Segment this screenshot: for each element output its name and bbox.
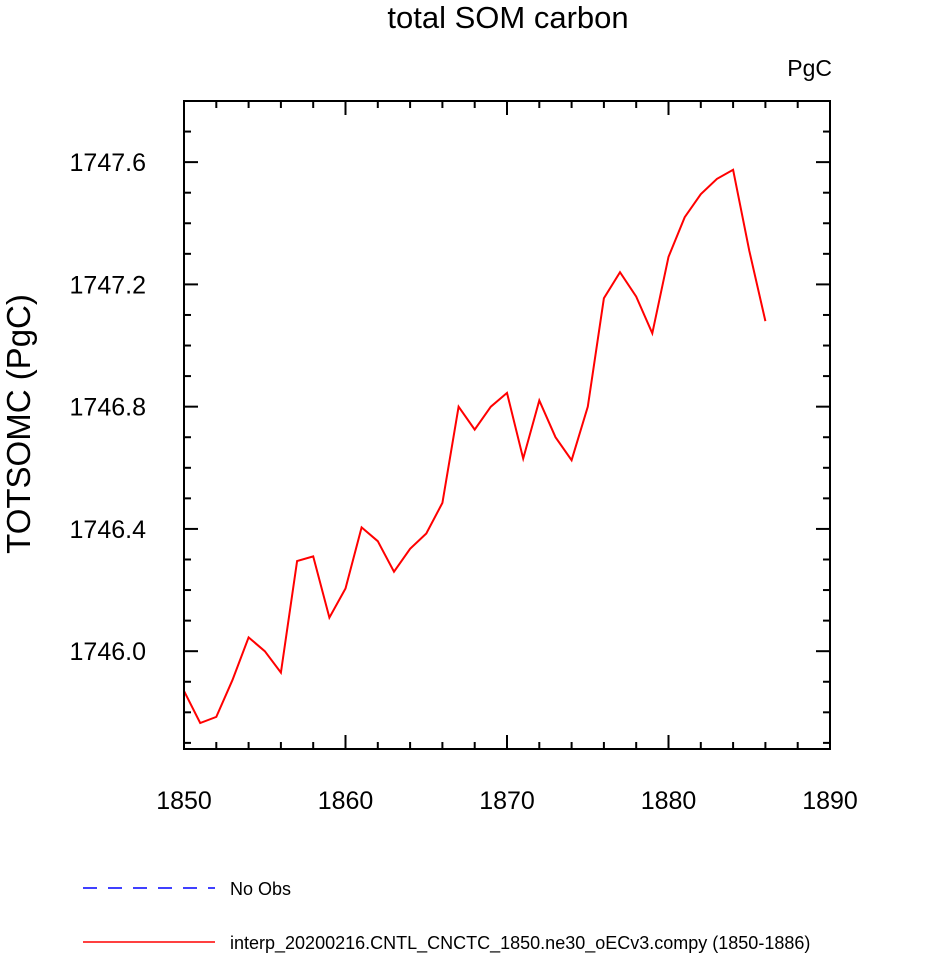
x-tick-label: 1880 xyxy=(641,787,697,815)
y-axis-label: TOTSOMC (PgC) xyxy=(0,294,37,554)
units-label: PgC xyxy=(787,55,832,81)
plot-frame xyxy=(183,100,831,750)
x-tick-label: 1890 xyxy=(802,787,858,815)
y-tick-label: 1746.4 xyxy=(70,516,147,544)
y-tick-label: 1747.6 xyxy=(70,149,146,177)
x-tick-label: 1860 xyxy=(318,787,374,815)
axis-ticks xyxy=(183,100,831,749)
x-tick-label: 1870 xyxy=(479,787,535,815)
y-tick-label: 1746.8 xyxy=(70,394,146,422)
series-line-1 xyxy=(183,168,767,725)
chart-title: total SOM carbon xyxy=(387,0,628,35)
series-layer xyxy=(183,168,767,725)
y-tick-label: 1747.2 xyxy=(70,271,146,299)
y-tick-label: 1746.0 xyxy=(70,638,146,666)
legend: No Obs interp_20200216.CNTL_CNCTC_1850.ne… xyxy=(83,879,810,954)
axis-tick-labels: 1850 1860 1870 1880 1890 1746.0 1746.4 1746.8 17… xyxy=(70,149,858,815)
legend-label-0: No Obs xyxy=(230,879,291,899)
legend-label-1: interp_20200216.CNTL_CNCTC_1850.ne30_oEC… xyxy=(230,933,810,954)
x-tick-label: 1850 xyxy=(156,787,212,815)
